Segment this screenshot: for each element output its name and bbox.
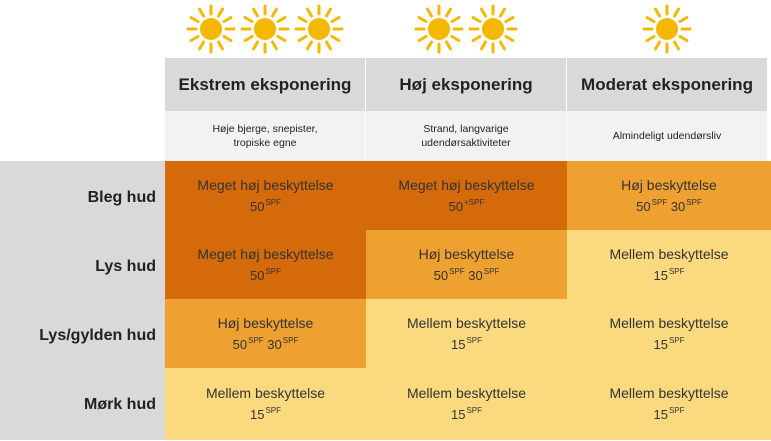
spf-unit: +SPF [464,197,485,207]
spf-unit: SPF [265,406,282,415]
protection-cell: Høj beskyttelse 50SPF 30SPF [567,161,771,230]
spf-unit: SPF [483,266,500,276]
protection-level-text: Høj beskyttelse [217,314,314,331]
spf-value: 50SPF 30SPF [434,263,500,285]
column-description-extreme: Høje bjerge, snepister, tropiske egne [165,111,365,161]
column-header-extreme: Ekstrem eksponering [165,58,365,111]
spf-value: 15SPF [653,402,684,424]
spf-unit: SPF [668,335,685,345]
spf-value: 15SPF [451,402,482,424]
spf-value: 15SPF [451,332,482,354]
spf-number: 50 [636,198,651,214]
spf-value: 15SPF [653,263,684,285]
spf-value: 50+SPF [449,194,485,216]
column-description-high: Strand, langvarige udendørsaktiviteter [366,111,566,161]
protection-cell: Høj beskyttelse 50SPF 30SPF [366,230,567,299]
spf-number: 30 [667,198,686,214]
description-text: Høje bjerge, snepister, tropiske egne [212,123,318,149]
protection-cell: Mellem beskyttelse 15SPF [165,368,366,440]
protection-cell: Meget høj beskyttelse 50+SPF [366,161,567,230]
protection-level-text: Høj beskyttelse [418,245,515,262]
spf-number: 50 [249,267,265,283]
protection-cell: Mellem beskyttelse 15SPF [567,230,771,299]
spf-number: 50 [433,267,449,283]
sun-row-high [366,0,566,57]
row-label-light: Lys hud [95,257,156,275]
spf-unit: SPF [686,197,702,207]
protection-cell: Høj beskyttelse 50SPF 30SPF [165,299,366,368]
protection-cell: Mellem beskyttelse 15SPF [366,299,567,368]
spf-value: 50SPF 30SPF [233,332,299,354]
sun-icon [186,4,236,53]
spf-number: 15 [450,407,466,422]
sun-icon [240,4,290,53]
protection-cell: Mellem beskyttelse 15SPF [567,299,771,368]
protection-level-text: Meget høj beskyttelse [398,176,535,193]
spf-number: 50 [232,336,248,352]
description-text: Strand, langvarige udendørsaktiviteter [421,123,511,149]
protection-level-text: Mellem beskyttelse [205,385,326,401]
spf-unit: SPF [449,266,465,276]
protection-cell: Meget høj beskyttelse 50SPF [165,161,366,230]
spf-number: 15 [450,336,466,352]
protection-level-text: Meget høj beskyttelse [197,176,334,193]
row-label-dark: Mørk hud [84,395,156,413]
protection-cell: Mellem beskyttelse 15SPF [366,368,567,440]
column-description-moderate: Almindeligt udendørsliv [567,111,767,161]
spf-number: 50 [249,198,265,214]
column-header-moderate: Moderat eksponering [567,58,767,111]
sun-row-moderate [567,0,767,57]
spf-number: 15 [653,407,668,422]
protection-level-text: Høj beskyttelse [621,176,717,193]
protection-level-text: Mellem beskyttelse [609,314,729,331]
sun-icon [642,4,692,53]
spf-value: 50SPF 30SPF [636,194,702,216]
spf-unit: SPF [668,406,685,415]
row-label-column [0,161,165,440]
spf-number: 15 [653,336,668,352]
spf-unit: SPF [265,197,282,207]
spf-value: 50SPF [250,194,281,216]
description-text: Almindeligt udendørsliv [612,130,722,142]
protection-level-text: Mellem beskyttelse [609,385,729,401]
protection-level-text: Mellem beskyttelse [406,385,527,401]
column-header-high: Høj eksponering [366,58,566,111]
spf-unit: SPF [668,266,685,276]
spf-value: 50SPF [250,263,281,285]
spf-number: 15 [249,407,265,422]
protection-cell: Meget høj beskyttelse 50SPF [165,230,366,299]
spf-unit: SPF [466,335,483,345]
spf-number: 30 [263,336,282,352]
spf-unit: SPF [282,335,299,345]
sun-icon [468,4,518,53]
row-label-pale: Bleg hud [87,188,156,206]
spf-value: 15SPF [653,332,684,354]
spf-number: 50 [448,198,464,214]
spf-unit: SPF [248,335,264,345]
spf-unit: SPF [466,406,483,415]
row-label-golden: Lys/gylden hud [39,326,156,344]
protection-level-text: Meget høj beskyttelse [197,245,334,262]
protection-level-text: Mellem beskyttelse [609,245,729,262]
protection-cell: Mellem beskyttelse 15SPF [567,368,771,440]
spf-number: 15 [653,267,668,283]
spf-unit: SPF [651,197,668,207]
sun-icon [414,4,464,53]
sun-row-extreme [165,0,365,57]
spf-value: 15SPF [250,402,281,424]
spf-number: 30 [464,267,483,283]
spf-unit: SPF [265,266,282,276]
protection-level-text: Mellem beskyttelse [406,314,527,331]
sun-icon [294,4,344,53]
